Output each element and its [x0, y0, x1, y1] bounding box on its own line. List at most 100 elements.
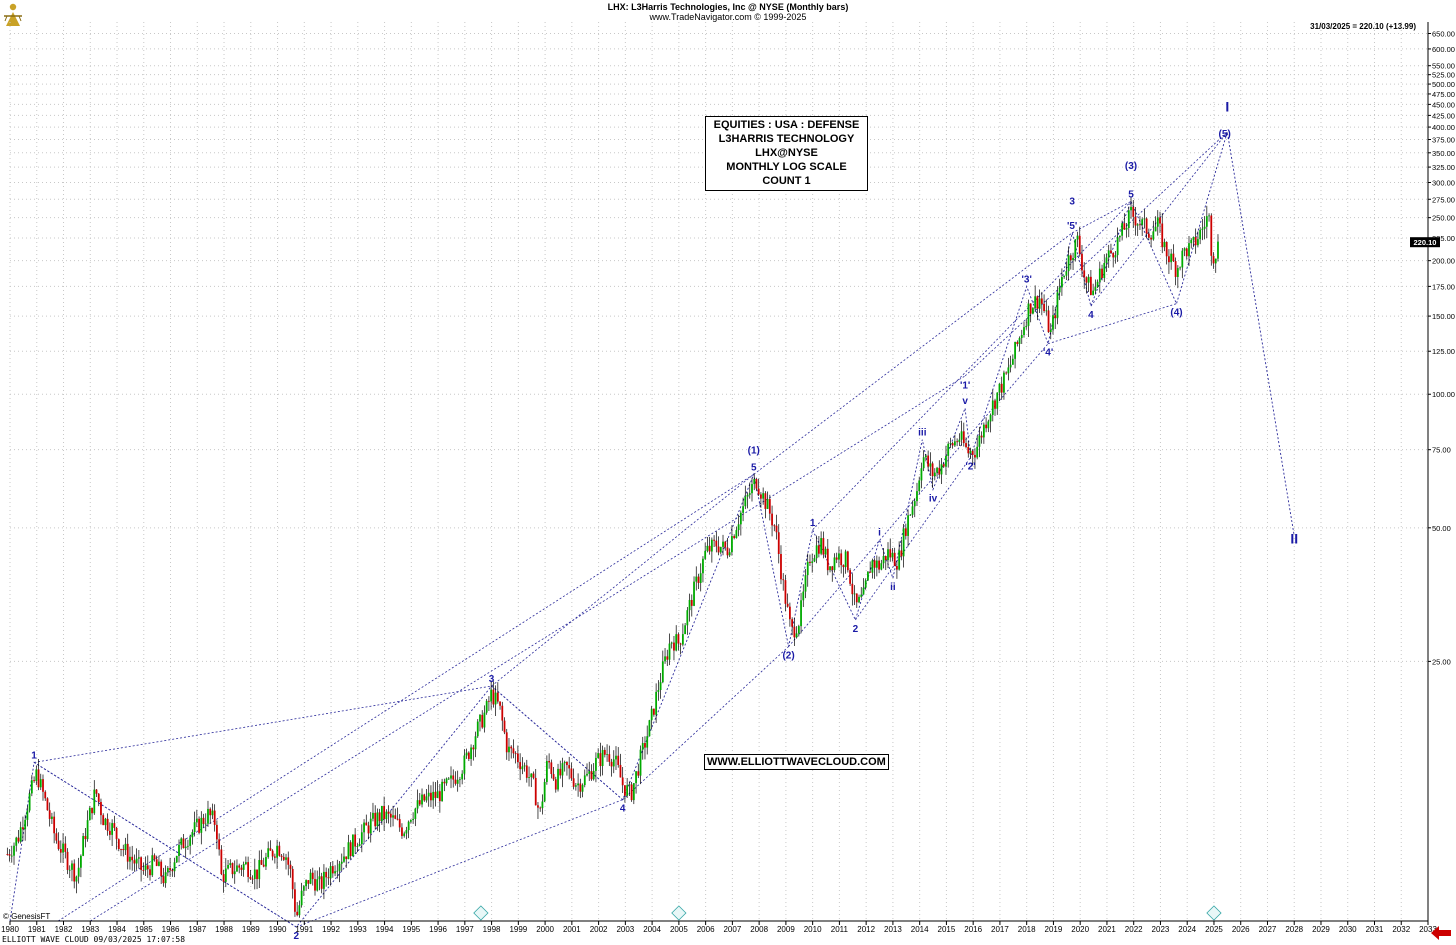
price-bar-down [1150, 237, 1152, 240]
price-bar-up [1056, 292, 1059, 319]
price-bar-down [6, 854, 9, 855]
price-bar-up [124, 843, 127, 851]
price-bar-up [1049, 329, 1052, 333]
price-bar-up [1096, 281, 1099, 288]
price-bar-up [71, 863, 73, 870]
price-bar-down [904, 528, 907, 536]
x-tick-label: 1989 [242, 925, 260, 934]
x-tick-label: 1983 [81, 925, 99, 934]
info-line: EQUITIES : USA : DEFENSE [713, 119, 860, 131]
price-bar-down [1132, 206, 1135, 217]
price-bar-up [1136, 224, 1139, 226]
price-bar-up [51, 816, 53, 819]
price-bar-up [376, 812, 379, 827]
price-bar-up [227, 865, 229, 869]
price-bar-down [1005, 372, 1008, 374]
price-bar-down [106, 818, 109, 831]
price-bar-up [421, 794, 423, 805]
price-bar-up [797, 626, 800, 634]
price-bar-down [1145, 218, 1148, 234]
price-bar-down [1043, 303, 1045, 312]
copyright-label: © GenesisFT [3, 912, 51, 921]
price-bar-down [251, 878, 254, 880]
price-bar-up [907, 515, 909, 536]
price-bar-up [445, 778, 448, 784]
price-bar-up [1034, 296, 1037, 309]
channel-line [753, 232, 1073, 475]
price-bar-down [331, 866, 334, 874]
price-bar-down [572, 778, 575, 787]
price-bar-down [1185, 248, 1188, 257]
price-bar-down [501, 705, 504, 721]
x-tick-label: 2032 [1392, 925, 1410, 934]
price-bar-up [236, 865, 238, 872]
price-bar-up [1163, 241, 1166, 248]
wave-label: (4) [1170, 308, 1182, 319]
price-bar-up [561, 763, 564, 776]
price-bar-up [813, 558, 816, 562]
price-bar-down [644, 743, 646, 748]
price-bar-down [443, 781, 446, 784]
price-bar-up [465, 752, 468, 756]
price-bar-up [860, 594, 863, 597]
price-bar-down [294, 889, 296, 912]
price-bar-up [166, 867, 169, 873]
price-bar-up [1105, 257, 1108, 263]
x-tick-label: 2013 [884, 925, 902, 934]
wave-label: ii [890, 582, 896, 593]
price-bar-up [86, 820, 89, 840]
y-tick-label: 350.00 [1432, 149, 1455, 158]
price-bar-up [815, 545, 818, 559]
scroll-right-arrow-icon[interactable] [1430, 926, 1452, 940]
x-tick-label: 2008 [750, 925, 768, 934]
price-bar-down [855, 593, 858, 603]
price-bar-down [126, 843, 129, 862]
price-bar-up [62, 843, 64, 853]
price-bar-down [231, 863, 234, 875]
price-bar-down [512, 748, 515, 754]
price-bar-up [800, 600, 802, 627]
price-bar-down [452, 775, 455, 780]
price-bar-down [269, 848, 272, 851]
price-bar-up [111, 823, 114, 835]
price-bar-up [195, 818, 198, 823]
price-bar-up [766, 499, 769, 509]
price-bar-up [461, 773, 464, 780]
event-marker-icon [473, 905, 489, 921]
y-tick-label: 375.00 [1432, 136, 1455, 145]
info-box: EQUITIES : USA : DEFENSE L3HARRIS TECHNO… [705, 116, 868, 191]
price-bar-up [1217, 241, 1219, 259]
wave-label: (5) [1219, 129, 1231, 140]
price-bar-down [1134, 216, 1137, 226]
price-bar-up [173, 862, 176, 872]
price-bar-down [140, 857, 142, 870]
price-bar-down [1089, 276, 1092, 295]
website-box[interactable]: WWW.ELLIOTTWAVECLOUD.COM [704, 754, 889, 770]
price-bar-down [115, 827, 118, 840]
price-bar-down [108, 830, 111, 835]
price-bar-down [472, 747, 475, 750]
price-bar-up [762, 493, 765, 499]
price-bar-up [343, 856, 345, 862]
price-bar-down [66, 851, 69, 870]
price-bar-up [1190, 239, 1193, 244]
price-bar-up [686, 610, 689, 626]
price-bar-down [1085, 277, 1088, 283]
x-tick-label: 1991 [295, 925, 313, 934]
price-bar-up [483, 712, 486, 728]
price-bar-up [530, 773, 533, 778]
wave-labels: 12345(1)(2)12iiiiiiivv'1''2''3''4''5'345… [31, 98, 1298, 942]
price-bar-up [1067, 255, 1070, 272]
price-bar-down [503, 720, 506, 733]
price-bar-down [516, 753, 519, 763]
x-tick-label: 2027 [1259, 925, 1277, 934]
price-bar-down [782, 579, 785, 581]
price-bar-down [724, 541, 727, 548]
price-bar-up [204, 823, 207, 825]
price-bar-up [563, 761, 566, 764]
y-tick-label: 25.00 [1432, 657, 1451, 666]
x-tick-label: 1992 [322, 925, 340, 934]
x-tick-label: 2010 [804, 925, 822, 934]
y-tick-label: 650.00 [1432, 30, 1455, 39]
price-bar-up [1011, 358, 1014, 365]
